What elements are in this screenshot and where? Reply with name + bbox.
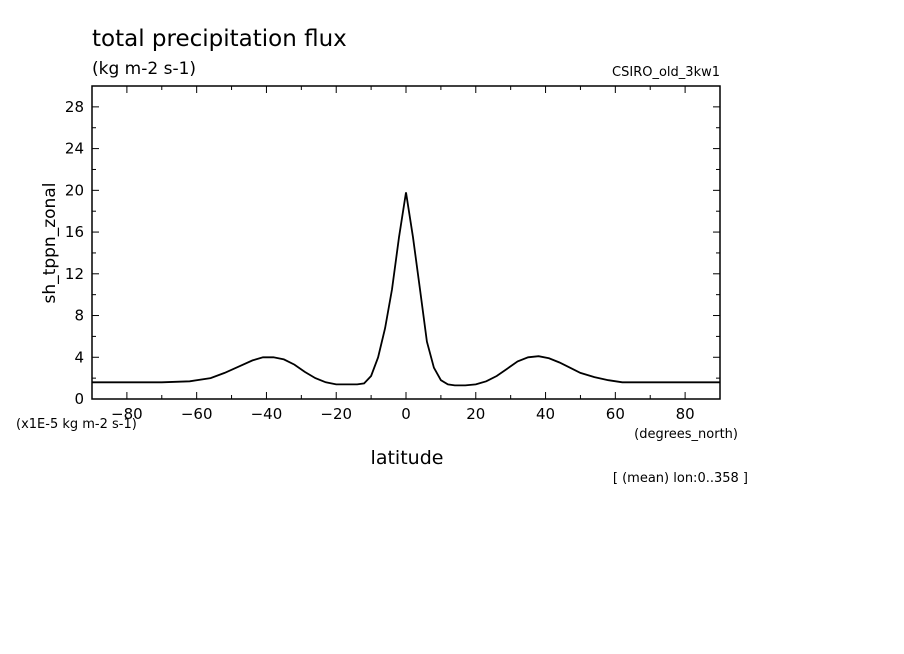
y-tick-label: 12 bbox=[65, 265, 84, 283]
x-tick-label: 20 bbox=[466, 405, 485, 423]
chart-subtitle-units: (kg m-2 s-1) bbox=[92, 59, 196, 79]
y-tick-label: 24 bbox=[65, 140, 84, 158]
plot-frame bbox=[91, 85, 721, 400]
y-tick-label: 28 bbox=[65, 98, 84, 116]
y-tick-label: 20 bbox=[65, 181, 84, 199]
x-tick-label: −40 bbox=[251, 405, 283, 423]
dataset-label: CSIRO_old_3kw1 bbox=[612, 65, 720, 80]
y-axis-label: sh_tppn_zonal bbox=[40, 183, 60, 304]
y-tick-label: 0 bbox=[74, 390, 84, 408]
y-tick-label: 4 bbox=[74, 348, 84, 366]
x-tick-label: −60 bbox=[181, 405, 213, 423]
x-tick-label: −80 bbox=[111, 405, 143, 423]
y-scale-note: (x1E-5 kg m-2 s-1) bbox=[16, 417, 137, 432]
x-tick-label: 40 bbox=[536, 405, 555, 423]
x-tick-label: −20 bbox=[320, 405, 352, 423]
chart-title: total precipitation flux bbox=[92, 26, 347, 52]
series-line bbox=[92, 192, 720, 387]
y-tick-label: 16 bbox=[65, 223, 84, 241]
x-tick-label: 0 bbox=[401, 405, 411, 423]
y-tick-label: 8 bbox=[74, 307, 84, 325]
x-axis-label: latitude bbox=[371, 447, 444, 469]
x-tick-label: 80 bbox=[676, 405, 695, 423]
footnote-mean-lon: [ (mean) lon:0..358 ] bbox=[613, 471, 748, 486]
x-units-label: (degrees_north) bbox=[634, 427, 738, 442]
x-tick-label: 60 bbox=[606, 405, 625, 423]
axis-ticks bbox=[91, 85, 721, 400]
axis-tick-labels: −80 −60 −40 −20 0 20 40 60 80 0 4 8 12 16 20 24 28 bbox=[65, 98, 695, 423]
